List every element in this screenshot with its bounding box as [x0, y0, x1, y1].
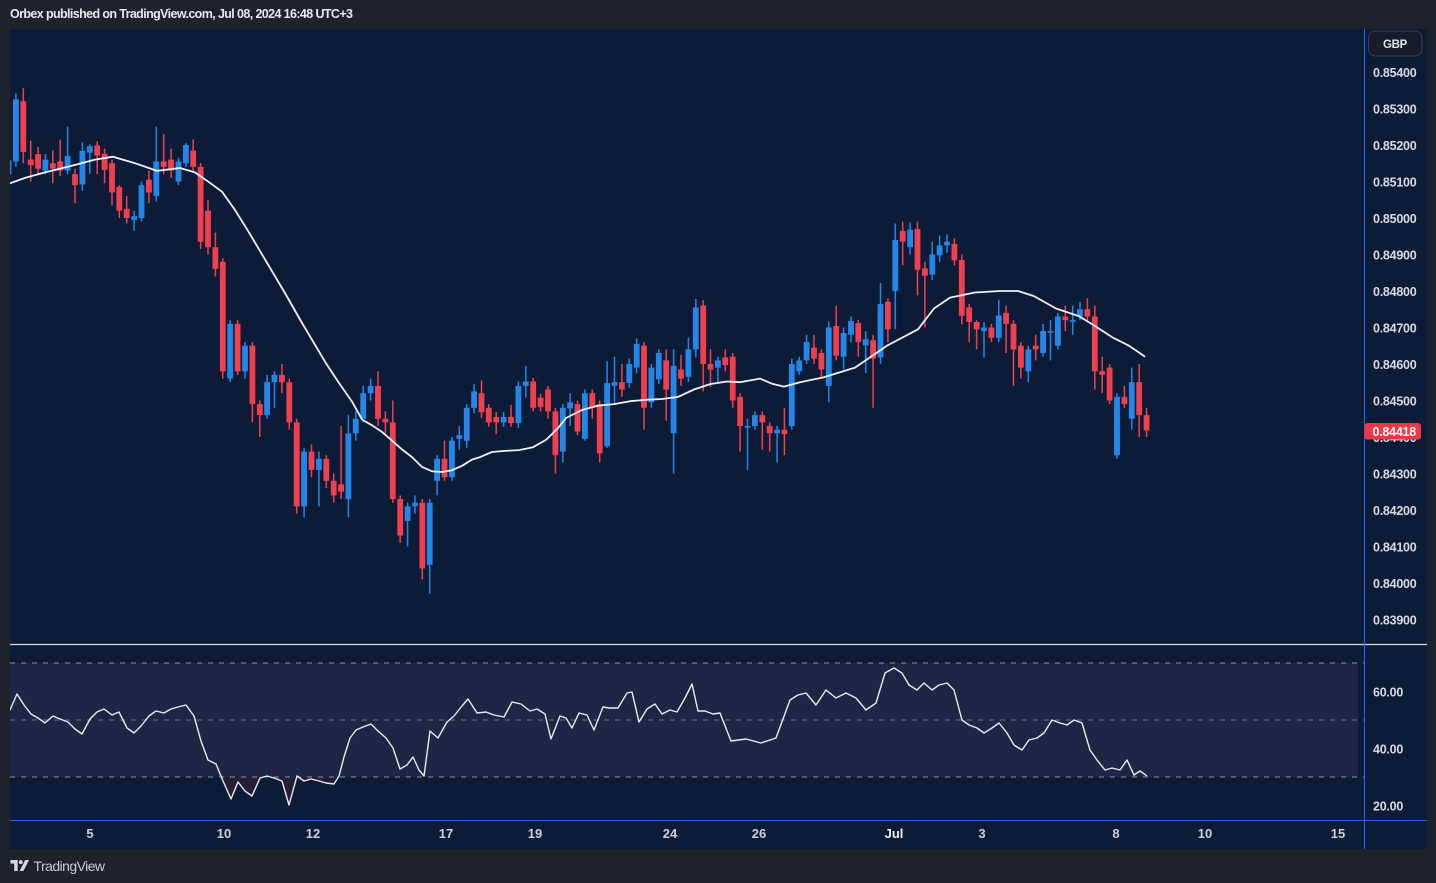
svg-text:8: 8	[1112, 826, 1119, 841]
svg-text:15: 15	[1331, 826, 1345, 841]
svg-text:Jul: Jul	[885, 826, 904, 841]
svg-text:3: 3	[978, 826, 985, 841]
svg-text:GBP: GBP	[1383, 39, 1408, 51]
svg-text:19: 19	[528, 826, 542, 841]
svg-text:5: 5	[86, 826, 93, 841]
svg-text:0.85100: 0.85100	[1373, 176, 1417, 190]
svg-text:24: 24	[663, 826, 678, 841]
svg-text:0.85400: 0.85400	[1373, 66, 1417, 80]
svg-text:0.84418: 0.84418	[1373, 425, 1417, 439]
svg-text:0.84000: 0.84000	[1373, 577, 1417, 591]
svg-text:0.84200: 0.84200	[1373, 504, 1417, 518]
svg-text:0.84300: 0.84300	[1373, 468, 1417, 482]
svg-text:0.84500: 0.84500	[1373, 395, 1417, 409]
svg-text:0.84700: 0.84700	[1373, 322, 1417, 336]
svg-text:60.00: 60.00	[1373, 686, 1403, 700]
svg-text:40.00: 40.00	[1373, 743, 1403, 757]
svg-text:0.83900: 0.83900	[1373, 614, 1417, 628]
svg-text:10: 10	[217, 826, 231, 841]
svg-text:0.85200: 0.85200	[1373, 139, 1417, 153]
svg-text:26: 26	[752, 826, 766, 841]
svg-text:17: 17	[439, 826, 453, 841]
svg-text:20.00: 20.00	[1373, 800, 1403, 814]
svg-text:0.84100: 0.84100	[1373, 541, 1417, 555]
svg-text:10: 10	[1198, 826, 1212, 841]
svg-text:0.85300: 0.85300	[1373, 103, 1417, 117]
svg-text:0.84600: 0.84600	[1373, 358, 1417, 372]
svg-text:0.85000: 0.85000	[1373, 212, 1417, 226]
svg-text:12: 12	[306, 826, 320, 841]
svg-text:0.84900: 0.84900	[1373, 249, 1417, 263]
svg-text:0.84800: 0.84800	[1373, 285, 1417, 299]
